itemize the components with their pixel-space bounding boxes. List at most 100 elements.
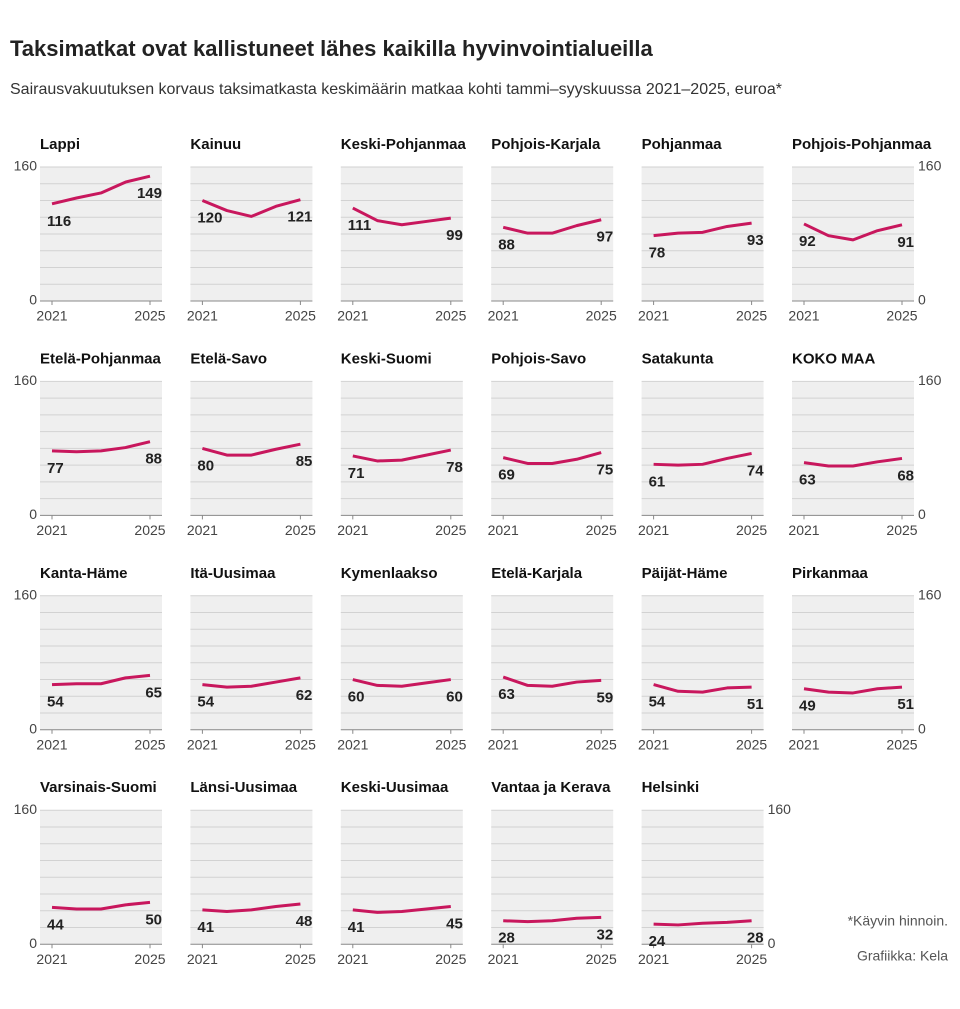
panel-title: Lappi	[40, 136, 80, 153]
series-line	[502, 675, 602, 688]
x-tick-label: 2025	[736, 951, 767, 967]
value-label: 78	[649, 245, 666, 262]
value-label: 71	[348, 465, 365, 482]
x-tick-label: 2021	[337, 522, 368, 538]
credit: Grafiikka: Kela	[857, 948, 948, 964]
panel-title: KOKO MAA	[792, 350, 875, 367]
y-tick-label: 0	[29, 935, 37, 951]
y-tick-label: 0	[29, 506, 37, 522]
y-tick-label: 0	[918, 721, 926, 737]
series-line	[503, 915, 602, 924]
y-tick-label: 160	[768, 801, 792, 817]
series-line	[51, 174, 151, 206]
value-label: 88	[498, 236, 515, 253]
x-tick-label: 2025	[586, 737, 617, 753]
value-label: 24	[649, 933, 666, 950]
value-label: 44	[47, 916, 64, 933]
value-label: 149	[137, 185, 162, 202]
series-line	[653, 221, 752, 238]
value-label: 80	[197, 457, 214, 474]
y-tick-label: 160	[14, 801, 38, 817]
series-line	[352, 206, 452, 227]
y-tick-label: 160	[14, 587, 38, 603]
value-label: 85	[296, 453, 313, 470]
value-label: 54	[47, 694, 64, 711]
x-tick-label: 2025	[285, 308, 316, 324]
x-tick-label: 2025	[736, 308, 767, 324]
value-label: 60	[446, 689, 463, 706]
series-line	[201, 198, 301, 218]
value-label: 59	[597, 689, 614, 706]
x-tick-label: 2021	[187, 308, 218, 324]
value-label: 121	[287, 209, 312, 226]
series-line	[352, 678, 452, 688]
x-tick-label: 2025	[586, 522, 617, 538]
y-tick-label: 0	[768, 935, 776, 951]
x-tick-label: 2025	[435, 737, 466, 753]
value-label: 99	[446, 227, 463, 244]
value-label: 62	[296, 687, 313, 704]
series-line	[803, 456, 903, 468]
value-label: 54	[649, 694, 666, 711]
value-label: 91	[897, 234, 914, 251]
value-label: 63	[799, 472, 816, 489]
x-tick-label: 2021	[337, 951, 368, 967]
x-tick-label: 2021	[337, 737, 368, 753]
value-label: 28	[747, 930, 764, 947]
x-tick-label: 2021	[36, 951, 67, 967]
y-tick-label: 0	[29, 292, 37, 308]
x-tick-label: 2021	[337, 308, 368, 324]
x-tick-label: 2025	[134, 522, 165, 538]
panel-title: Itä-Uusimaa	[190, 565, 276, 582]
x-tick-label: 2025	[736, 522, 767, 538]
value-label: 116	[47, 213, 71, 230]
value-label: 92	[799, 233, 816, 250]
series-line	[51, 900, 151, 911]
value-label: 63	[498, 686, 515, 703]
x-tick-label: 2021	[488, 522, 519, 538]
x-tick-label: 2025	[134, 951, 165, 967]
value-label: 78	[446, 459, 463, 476]
series-line	[202, 676, 301, 689]
x-tick-label: 2025	[586, 308, 617, 324]
y-tick-label: 0	[918, 292, 926, 308]
x-tick-label: 2025	[586, 951, 617, 967]
panel-title: Etelä-Savo	[190, 350, 267, 367]
panel-title: Etelä-Karjala	[491, 565, 583, 582]
value-label: 32	[597, 926, 614, 943]
y-tick-label: 160	[918, 587, 942, 603]
value-label: 41	[348, 919, 365, 936]
x-tick-label: 2021	[788, 522, 819, 538]
value-label: 120	[197, 209, 222, 226]
series-line	[653, 683, 752, 694]
value-label: 88	[145, 451, 162, 468]
value-label: 49	[799, 698, 816, 715]
x-tick-label: 2021	[788, 308, 819, 324]
x-tick-label: 2021	[638, 951, 669, 967]
value-label: 48	[296, 913, 313, 930]
x-tick-label: 2021	[488, 951, 519, 967]
value-label: 77	[47, 460, 64, 477]
panel-title: Pohjois-Savo	[491, 350, 586, 367]
series-line	[352, 905, 451, 914]
series-line	[352, 448, 452, 463]
subtitle: Sairausvakuutuksen korvaus taksimatkasta…	[10, 81, 782, 98]
panel-title: Pohjanmaa	[642, 136, 723, 153]
series-line	[653, 451, 752, 467]
panel-title: Vantaa ja Kerava	[491, 779, 611, 796]
y-tick-label: 160	[918, 158, 942, 174]
value-label: 65	[145, 684, 162, 701]
x-tick-label: 2025	[285, 737, 316, 753]
value-label: 93	[747, 232, 764, 249]
x-tick-label: 2025	[134, 737, 165, 753]
x-tick-label: 2021	[488, 308, 519, 324]
panel-title: Keski-Suomi	[341, 350, 432, 367]
panel-title: Kainuu	[190, 136, 241, 153]
page-title: Taksimatkat ovat kallistuneet lähes kaik…	[10, 36, 654, 61]
value-label: 111	[348, 217, 371, 234]
x-tick-label: 2021	[187, 951, 218, 967]
x-tick-label: 2021	[638, 522, 669, 538]
x-tick-label: 2021	[187, 737, 218, 753]
x-tick-label: 2021	[638, 308, 669, 324]
